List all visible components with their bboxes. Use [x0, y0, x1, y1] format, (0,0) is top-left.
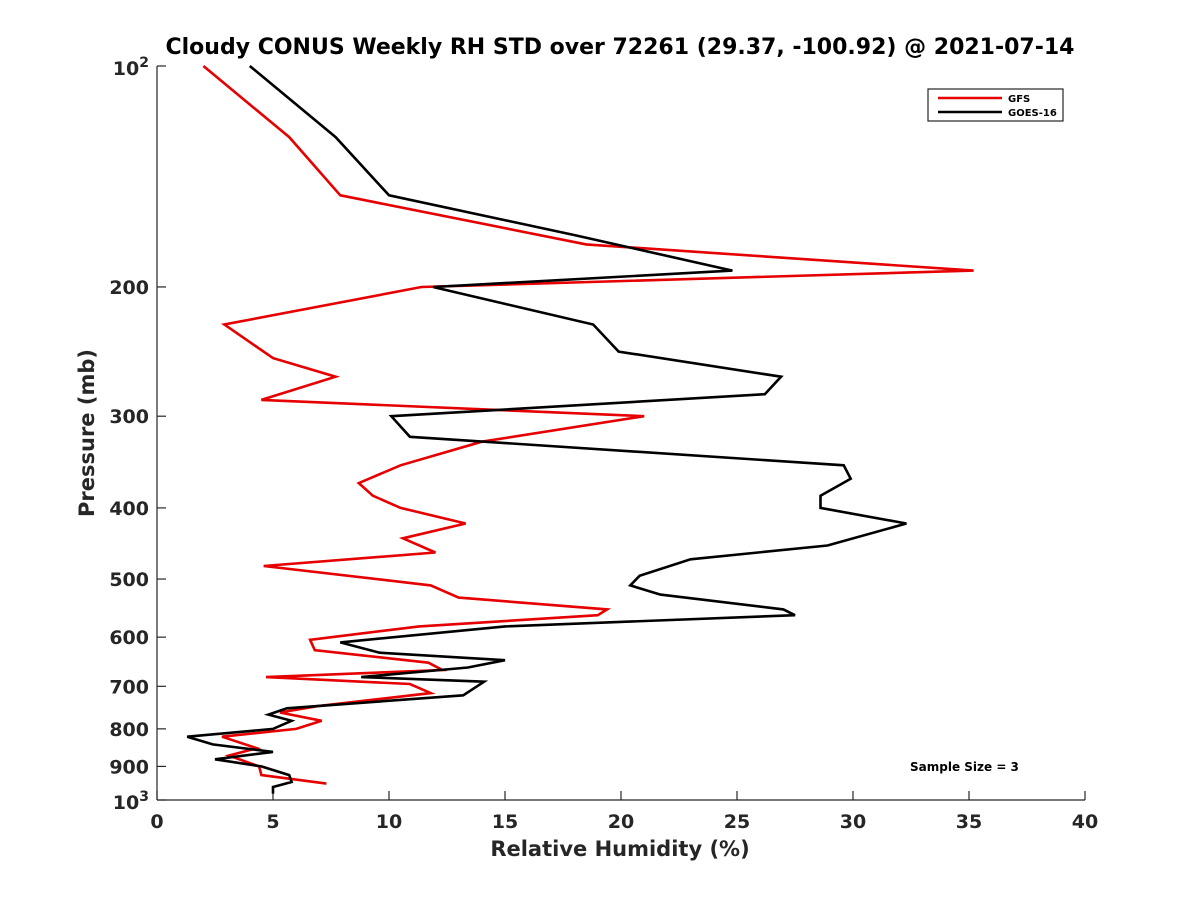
x-tick-label: 10 [376, 811, 402, 833]
x-tick-label: 20 [608, 811, 634, 833]
series-line-gfs [202, 64, 974, 785]
x-tick-label: 25 [724, 811, 750, 833]
y-axis-title: Pressure (mb) [75, 349, 99, 517]
y-tick-label: 800 [109, 719, 149, 741]
x-tick-label: 35 [956, 811, 982, 833]
x-axis-title: Relative Humidity (%) [490, 837, 749, 861]
plot-area: 0 5 10 15 20 25 30 35 40 200 300 400 500 600 700 800 900… [109, 55, 1098, 833]
y-tick-label: 300 [109, 406, 149, 428]
y-tick-label-top: 102 [113, 55, 149, 80]
legend-label: GOES-16 [1008, 108, 1057, 119]
x-tick-label: 5 [266, 811, 279, 833]
y-tick-label: 600 [109, 627, 149, 649]
y-tick-label: 200 [109, 277, 149, 299]
x-tick-label: 30 [840, 811, 866, 833]
x-tick-label: 40 [1072, 811, 1098, 833]
legend: GFS GOES-16 [927, 88, 1064, 122]
y-tick-label: 900 [109, 756, 149, 778]
legend-label: GFS [1008, 94, 1030, 105]
y-tick-label: 400 [109, 498, 149, 520]
x-tick-label: 15 [492, 811, 518, 833]
legend-box [927, 88, 1064, 122]
y-tick-label: 500 [109, 569, 149, 591]
sample-size-annotation: Sample Size = 3 [910, 760, 1019, 774]
x-tick-label: 0 [150, 811, 163, 833]
y-tick-label-bottom: 103 [113, 789, 149, 814]
chart-title: Cloudy CONUS Weekly RH STD over 72261 (2… [166, 35, 1075, 60]
y-tick-label: 700 [109, 676, 149, 698]
series-line-goes-16 [186, 64, 907, 794]
